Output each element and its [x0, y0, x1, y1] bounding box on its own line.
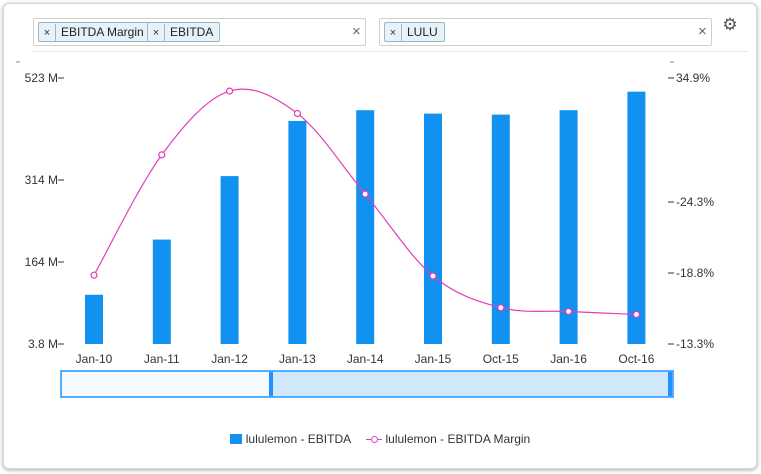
tag-label: LULU — [407, 25, 438, 39]
clear-metrics-icon[interactable]: × — [352, 23, 361, 40]
ebitda-margin-point — [293, 109, 301, 118]
x-axis-tick-label: Jan-14 — [347, 352, 384, 366]
chart-plot: 3.8 M 164 M 314 M 523 M -13.3% -18.8% -24.3% 3… — [16, 61, 714, 398]
x-axis-tick-label: Oct-15 — [483, 352, 519, 366]
metric-filter-box[interactable]: × EBITDA Margin × EBITDA × — [33, 18, 366, 46]
legend: lululemon - EBITDA lululemon - EBITDA Ma… — [4, 432, 756, 446]
legend-label: lululemon - EBITDA Margin — [385, 432, 531, 446]
ebitda-margin-point — [361, 190, 369, 198]
x-axis-tick-label: Jan-15 — [415, 352, 452, 366]
navigator-handle-left[interactable] — [269, 372, 273, 396]
range-navigator[interactable] — [60, 370, 674, 398]
legend-item-ebitda[interactable]: lululemon - EBITDA — [229, 432, 352, 446]
header-divider — [32, 51, 748, 52]
ebitda-margin-line — [93, 88, 637, 316]
remove-tag-icon[interactable]: × — [39, 24, 56, 42]
gear-icon[interactable]: ⚙ — [722, 15, 738, 34]
left-axis-tick-label: 164 M — [25, 255, 58, 269]
x-axis-tick-label: Jan-12 — [211, 352, 248, 366]
ebitda-margin-point — [90, 271, 98, 279]
right-axis-tick-label: -13.3% — [676, 337, 714, 351]
clear-tickers-icon[interactable]: × — [698, 23, 707, 40]
ebitda-margin-point — [158, 151, 166, 159]
ebitda-bar — [627, 91, 646, 344]
ebitda-bar — [424, 113, 442, 344]
x-axis-tick-label: Jan-13 — [279, 352, 316, 366]
ebitda-bar — [491, 114, 510, 344]
remove-tag-icon[interactable]: × — [385, 24, 402, 42]
x-axis-tick-label: Jan-11 — [144, 352, 180, 366]
ebitda-margin-point — [429, 272, 437, 280]
tag-label: EBITDA Margin — [61, 25, 144, 39]
legend-line-swatch — [366, 434, 383, 444]
legend-label: lululemon - EBITDA — [245, 432, 352, 446]
ebitda-margin-point — [226, 87, 234, 95]
chart-card: × EBITDA Margin × EBITDA × × LULU × ⚙ 3.8 M… — [3, 3, 757, 469]
right-axis-tick-label: -24.3% — [676, 195, 714, 209]
ebitda-bar — [288, 120, 307, 345]
x-axis-tick-label: Jan-10 — [76, 352, 113, 366]
remove-tag-icon[interactable]: × — [148, 24, 165, 42]
right-axis-tick-label: 34.9% — [676, 71, 710, 85]
ebitda-bar — [356, 110, 375, 344]
legend-item-ebitda-margin[interactable]: lululemon - EBITDA Margin — [366, 432, 530, 446]
x-axis-tick-label: Jan-16 — [550, 352, 587, 366]
ebitda-bar — [152, 239, 171, 344]
ebitda-bar — [559, 110, 578, 344]
ticker-filter-box[interactable]: × LULU × — [379, 18, 712, 46]
ebitda-bar — [85, 294, 103, 344]
tag-label: EBITDA — [170, 25, 214, 39]
left-axis-tick-label: 3.8 M — [28, 337, 58, 351]
ticker-tag-lulu[interactable]: × LULU — [384, 22, 445, 42]
right-axis-tick-label: -18.8% — [676, 266, 714, 280]
x-axis-tick-label: Oct-16 — [618, 352, 654, 366]
ebitda-margin-point — [497, 304, 505, 312]
metric-tag-ebitda[interactable]: × EBITDA — [147, 22, 221, 42]
left-axis-tick-label: 314 M — [25, 173, 58, 187]
left-axis-tick-label: 523 M — [25, 71, 58, 85]
ebitda-margin-point — [632, 310, 641, 319]
ebitda-bar — [220, 176, 239, 344]
legend-bar-swatch — [229, 434, 242, 444]
navigator-selection[interactable] — [271, 372, 672, 396]
metric-tag-ebitda-margin[interactable]: × EBITDA Margin — [38, 22, 151, 42]
navigator-handle-right[interactable] — [668, 372, 672, 396]
ebitda-margin-point — [564, 307, 573, 316]
